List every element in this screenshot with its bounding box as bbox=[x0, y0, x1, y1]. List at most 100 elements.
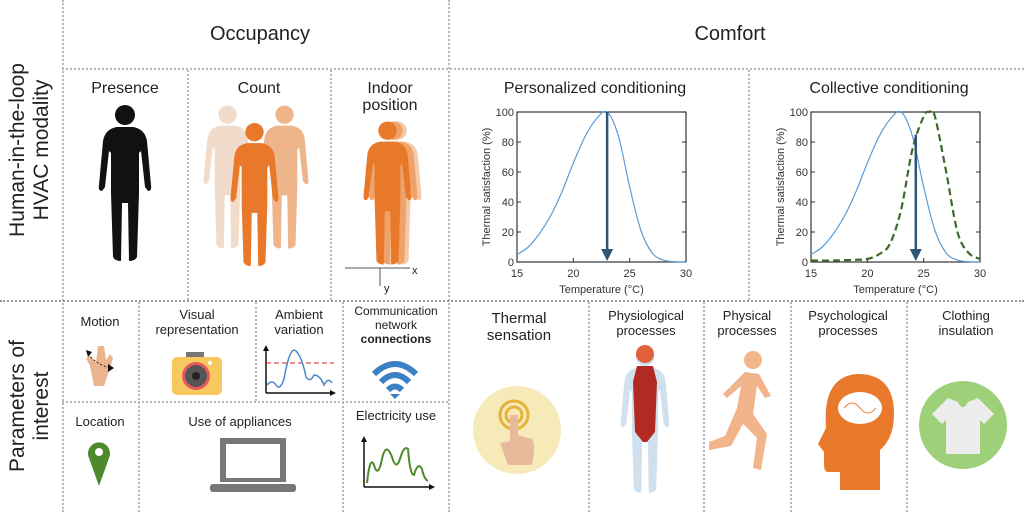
row-label-line: Parameters of bbox=[6, 340, 29, 472]
label-line: processes bbox=[717, 323, 777, 338]
label-line: Ambient bbox=[275, 307, 323, 322]
y-tick-label: 80 bbox=[796, 137, 808, 149]
y-axis-label: Thermal satisfaction (%) bbox=[775, 128, 787, 247]
divider bbox=[906, 302, 908, 512]
series-line-1 bbox=[810, 109, 981, 262]
communication-label: Communication network connections bbox=[344, 304, 448, 346]
head-brain-icon bbox=[818, 374, 894, 490]
y-tick-label: 20 bbox=[502, 227, 514, 239]
y-tick-label: 80 bbox=[502, 137, 514, 149]
x-axis-label: Temperature (°C) bbox=[559, 284, 643, 296]
column-header-comfort: Comfort bbox=[694, 23, 766, 45]
label-line: Physiological bbox=[608, 308, 684, 323]
x-tick-label: 30 bbox=[974, 268, 986, 280]
divider bbox=[62, 68, 1024, 70]
plot-frame bbox=[516, 111, 687, 263]
y-tick-label: 40 bbox=[502, 197, 514, 209]
visual-representation-label: Visual representation bbox=[140, 307, 254, 337]
divider bbox=[255, 302, 257, 401]
y-tick-label: 100 bbox=[790, 107, 808, 119]
ambient-variation-chart-icon bbox=[263, 345, 336, 396]
x-tick-label: 15 bbox=[805, 268, 817, 280]
label-line: position bbox=[362, 97, 418, 114]
label-line: insulation bbox=[938, 323, 994, 338]
y-tick-label: 60 bbox=[796, 167, 808, 179]
camera-icon bbox=[172, 352, 222, 395]
plot-frame bbox=[810, 111, 981, 263]
series-line-0 bbox=[810, 110, 981, 263]
column-header-occupancy: Occupancy bbox=[209, 23, 311, 45]
wifi-icon bbox=[371, 361, 419, 399]
physiological-processes-label: Physiological processes bbox=[590, 308, 702, 338]
use-of-appliances-label: Use of appliances bbox=[188, 414, 292, 429]
row-label-line: Human-in-the-loop bbox=[6, 63, 29, 237]
label-line: Thermal bbox=[491, 310, 547, 327]
axis-x-label: x bbox=[412, 265, 418, 277]
chart-collective-conditioning: 0 20 40 60 80 100 15 20 25 30 Temperature (°C) Ther… bbox=[775, 107, 986, 296]
divider bbox=[187, 70, 189, 300]
label-line: Physical bbox=[722, 308, 772, 323]
person-silhouette-icon bbox=[95, 103, 155, 263]
shirt-icon bbox=[919, 381, 1007, 469]
y-tick-label: 0 bbox=[508, 257, 514, 269]
divider bbox=[62, 401, 448, 403]
divider bbox=[703, 302, 705, 512]
indoor-position-icon bbox=[345, 121, 422, 286]
clothing-insulation-label: Clothing insulation bbox=[908, 308, 1024, 338]
location-label: Location bbox=[75, 414, 125, 429]
y-tick-label: 20 bbox=[796, 227, 808, 239]
x-axis-label: Temperature (°C) bbox=[853, 284, 937, 296]
chart-title-collective: Collective conditioning bbox=[809, 80, 969, 97]
row-label-modality: Human-in-the-loop HVAC modality bbox=[6, 0, 54, 300]
y-tick-label: 40 bbox=[796, 197, 808, 209]
divider bbox=[588, 302, 590, 512]
indoor-position-label: Indoor position bbox=[334, 80, 446, 114]
label-line: processes bbox=[616, 323, 676, 338]
divider bbox=[448, 0, 450, 512]
x-tick-label: 25 bbox=[624, 268, 636, 280]
label-line: Visual bbox=[179, 307, 215, 322]
row-label-parameters: Parameters of interest bbox=[6, 301, 54, 511]
laptop-icon bbox=[210, 438, 296, 492]
count-label: Count bbox=[237, 80, 281, 97]
psychological-processes-label: Psychological processes bbox=[792, 308, 904, 338]
hand-motion-icon bbox=[86, 346, 114, 386]
people-count-icon bbox=[203, 105, 309, 266]
chart-personalized-conditioning: 0 20 40 60 80 100 15 20 25 30 Temperature (°C) Ther… bbox=[481, 107, 692, 296]
divider bbox=[62, 0, 64, 512]
row-label-line: interest bbox=[30, 371, 53, 441]
label-line: representation bbox=[155, 322, 239, 337]
series-line-0 bbox=[516, 110, 687, 263]
thermal-sensation-label: Thermal sensation bbox=[452, 310, 586, 344]
human-body-physiology-icon bbox=[620, 345, 670, 493]
label-line: Clothing bbox=[942, 308, 990, 323]
label-line: processes bbox=[818, 323, 878, 338]
divider bbox=[790, 302, 792, 512]
axis-y-label: y bbox=[384, 283, 390, 295]
label-line: connections bbox=[360, 332, 432, 346]
x-tick-label: 15 bbox=[511, 268, 523, 280]
physical-processes-label: Physical processes bbox=[705, 308, 789, 338]
label-line: Psychological bbox=[808, 308, 888, 323]
x-tick-label: 30 bbox=[680, 268, 692, 280]
y-tick-label: 60 bbox=[502, 167, 514, 179]
label-line: Communication bbox=[354, 304, 438, 318]
x-tick-label: 20 bbox=[861, 268, 873, 280]
label-line: sensation bbox=[486, 327, 552, 344]
y-axis-label: Thermal satisfaction (%) bbox=[481, 128, 493, 247]
running-person-icon bbox=[709, 351, 771, 470]
row-label-line: HVAC modality bbox=[30, 79, 53, 221]
y-tick-label: 100 bbox=[496, 107, 514, 119]
electricity-use-label: Electricity use bbox=[355, 408, 437, 423]
divider bbox=[138, 302, 140, 512]
label-line: Indoor bbox=[367, 80, 413, 97]
divider bbox=[342, 302, 344, 512]
arrow-head bbox=[601, 249, 614, 261]
divider bbox=[330, 70, 332, 300]
chart-title-personalized: Personalized conditioning bbox=[503, 80, 687, 97]
x-tick-label: 20 bbox=[567, 268, 579, 280]
x-tick-label: 25 bbox=[918, 268, 930, 280]
divider bbox=[748, 70, 750, 300]
arrow-head bbox=[909, 249, 922, 261]
label-line: variation bbox=[274, 322, 324, 337]
